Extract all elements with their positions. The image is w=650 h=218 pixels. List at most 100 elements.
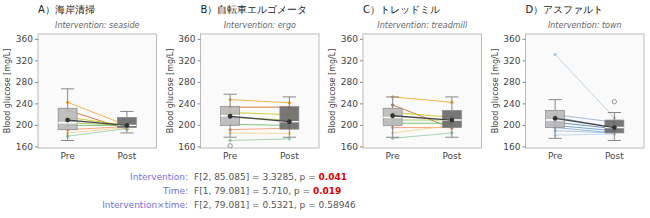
- y-tick-label: 160: [503, 142, 520, 152]
- stat-value: F[2, 85.085] = 3.3285, p = 0.041: [194, 172, 347, 182]
- whisker-low: [126, 128, 127, 133]
- y-tick: [523, 82, 526, 83]
- y-axis-label: Blood glucose [mg/L]: [328, 49, 337, 134]
- y-tick: [523, 125, 526, 126]
- whisker-low: [392, 125, 393, 137]
- box: [280, 107, 299, 130]
- y-tick: [360, 60, 363, 61]
- y-tick: [523, 39, 526, 40]
- panel: 160200240280320360Blood glucose [mg/L]A）…: [3, 4, 157, 161]
- plot-marks: [58, 89, 136, 141]
- whisker-high: [614, 113, 615, 121]
- whisker-high: [289, 97, 290, 107]
- panel: 160200240280320360Blood glucose [mg/L]D）…: [491, 4, 645, 161]
- mean-point: [390, 113, 395, 118]
- y-axis-label: Blood glucose [mg/L]: [166, 49, 175, 134]
- y-tick: [198, 82, 201, 83]
- stat-pvalue: 0.019: [313, 186, 341, 196]
- x-tick-label: Pre: [223, 151, 238, 161]
- box: [117, 117, 136, 127]
- whisker-cap: [548, 138, 561, 139]
- y-tick-label: 360: [341, 34, 358, 44]
- y-tick: [360, 82, 363, 83]
- x-tick-label: Post: [280, 151, 299, 161]
- whisker-cap: [283, 96, 296, 97]
- stat-text: F[2, 79.081] = 0.5321, p = 0.58946: [194, 200, 356, 210]
- whisker-high: [392, 97, 393, 108]
- mean-line: [555, 118, 614, 127]
- individual-point: [125, 124, 128, 127]
- mean-point: [287, 119, 292, 124]
- mean-line: [393, 116, 452, 120]
- plot-marks: [546, 53, 624, 141]
- y-tick-label: 280: [178, 77, 195, 87]
- whisker-cap: [386, 137, 399, 138]
- mean-point: [65, 118, 70, 123]
- panel-title: B）自転車エルゴメータ: [201, 4, 308, 15]
- y-tick: [523, 146, 526, 147]
- whisker-cap: [120, 111, 133, 112]
- individual-line: [393, 133, 452, 138]
- y-tick-label: 160: [16, 142, 33, 152]
- whisker-low: [614, 133, 615, 141]
- panel: 160200240280320360Blood glucose [mg/L]C）…: [328, 4, 482, 161]
- stat-value: F[2, 79.081] = 0.5321, p = 0.58946: [194, 200, 356, 210]
- individual-point: [229, 139, 232, 142]
- y-tick-label: 160: [178, 142, 195, 152]
- y-tick: [198, 39, 201, 40]
- y-tick-label: 320: [341, 56, 358, 66]
- x-tick-label: Pre: [548, 151, 563, 161]
- y-tick-label: 200: [503, 120, 520, 130]
- individual-line: [230, 139, 289, 141]
- panel-subtitle: Intervention: ergo: [224, 21, 296, 30]
- y-tick-label: 200: [178, 120, 195, 130]
- panel-subtitle: Intervention: seaside: [55, 21, 140, 30]
- stat-text: F[1, 79.081] = 5.710, p =: [194, 186, 313, 196]
- stat-pvalue: 0.041: [319, 172, 347, 182]
- x-tick-label: Post: [605, 151, 624, 161]
- whisker-cap: [120, 132, 133, 133]
- y-tick: [35, 146, 38, 147]
- y-tick-label: 320: [503, 56, 520, 66]
- whisker-high: [555, 100, 556, 111]
- y-tick-label: 200: [16, 120, 33, 130]
- stat-label: Intervention:: [130, 172, 188, 182]
- individual-point: [125, 124, 128, 127]
- y-tick-label: 240: [341, 99, 358, 109]
- whisker-low: [451, 128, 452, 138]
- individual-line: [230, 132, 289, 134]
- y-axis-label: Blood glucose [mg/L]: [491, 49, 500, 134]
- whisker-cap: [608, 112, 621, 113]
- y-tick-label: 160: [341, 142, 358, 152]
- panel-subtitle: Intervention: treadmill: [377, 21, 468, 30]
- y-axis-label: Blood glucose [mg/L]: [3, 49, 12, 134]
- y-tick-label: 240: [16, 99, 33, 109]
- y-tick: [360, 39, 363, 40]
- panel-title: A）海岸清掃: [38, 4, 95, 15]
- x-tick-label: Pre: [385, 151, 400, 161]
- whisker-cap: [283, 137, 296, 138]
- y-tick-label: 280: [341, 77, 358, 87]
- individual-point: [554, 53, 557, 56]
- x-tick-label: Pre: [60, 151, 75, 161]
- y-tick-label: 280: [16, 77, 33, 87]
- y-tick: [360, 103, 363, 104]
- y-tick: [35, 60, 38, 61]
- mean-line: [230, 116, 289, 121]
- y-tick-label: 320: [178, 56, 195, 66]
- whisker-low: [555, 128, 556, 139]
- y-tick-label: 360: [16, 34, 33, 44]
- individual-point: [450, 118, 453, 121]
- panel-title: D）アスファルト: [526, 4, 604, 15]
- y-tick: [523, 103, 526, 104]
- panel: 160200240280320360Blood glucose [mg/L]B）…: [166, 4, 320, 161]
- stat-label: Intervention×time:: [102, 200, 188, 210]
- whisker-low: [230, 125, 231, 137]
- y-tick-label: 200: [341, 120, 358, 130]
- whisker-high: [230, 94, 231, 106]
- whisker-low: [289, 129, 290, 137]
- y-tick: [35, 82, 38, 83]
- y-tick-label: 360: [503, 34, 520, 44]
- individual-line: [393, 97, 452, 102]
- plot-marks: [221, 94, 299, 148]
